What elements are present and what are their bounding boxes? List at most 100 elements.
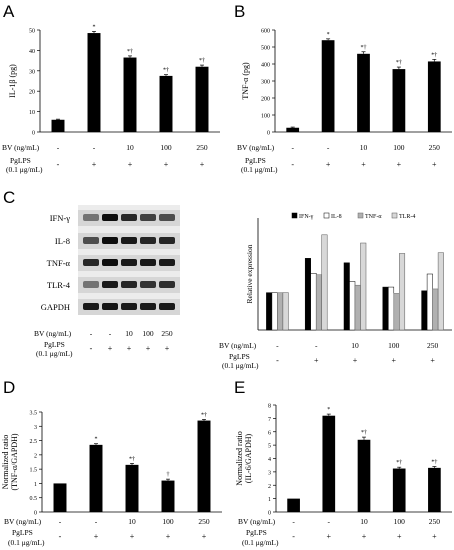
chart-E-ytick-label: 0 — [268, 511, 271, 517]
chart-E-ytick-label: 4 — [268, 457, 271, 463]
chart-E-bar — [392, 468, 406, 512]
chart-A-lps-value: + — [200, 160, 205, 169]
chart-C-lps-value: + — [314, 356, 319, 365]
blot-bv-value: - — [109, 329, 112, 338]
blot-bv-value: 100 — [142, 329, 154, 338]
blot-band — [102, 281, 118, 288]
chart-A-bv-value: 100 — [160, 143, 172, 152]
chart-C-row-pglps-conc: (0.1 μg/mL) — [222, 361, 259, 370]
blot-row-pglps-conc: (0.1 μg/mL) — [36, 349, 73, 358]
chart-E-bv-value: 100 — [394, 517, 406, 526]
chart-D-bar — [53, 483, 67, 512]
chart-E-ylabel: Normalized ratio — [235, 431, 244, 485]
chart-E-bv-value: 250 — [429, 517, 441, 526]
chart-D-bv-value: 100 — [162, 517, 174, 526]
chart-B-bv-value: - — [327, 143, 330, 152]
chart-C-bar-0 — [343, 262, 350, 331]
chart-C-lps-value: + — [392, 356, 397, 365]
chart-E-ytick-label: 7 — [268, 417, 271, 423]
blot-bv-value: - — [90, 329, 93, 338]
chart-C-bv-value: 100 — [388, 341, 400, 350]
blot-band — [140, 259, 156, 266]
blot-label-tnf: TNF-α — [46, 258, 70, 268]
chart-E-ytick-label: 2 — [268, 484, 271, 490]
chart-C-legend-label: TNF-α — [365, 214, 382, 220]
chart-B-bv-value: 10 — [360, 143, 368, 152]
blot-band — [121, 281, 137, 288]
chart-B-ytick-label: 600 — [261, 29, 270, 35]
blot-band — [83, 281, 99, 288]
chart-C-bar-0 — [266, 292, 273, 331]
blot-band — [121, 303, 137, 310]
blot-band — [83, 303, 99, 310]
panel-letter-c: C — [3, 188, 16, 207]
chart-B-ylabel: TNF-α (pg) — [241, 62, 250, 100]
chart-C-bar-2 — [277, 292, 284, 331]
chart-E-sig-mark: *† — [361, 430, 367, 436]
chart-C-bv-value: - — [315, 341, 318, 350]
chart-B-lps-value: + — [432, 160, 437, 169]
chart-D-bar — [125, 464, 139, 512]
chart-B-lps-value: + — [397, 160, 402, 169]
chart-D-ylabel-2: (TNF-α/GAPDH) — [10, 433, 19, 490]
chart-A-bar — [51, 119, 65, 132]
blot-bv-value: 250 — [161, 329, 173, 338]
blot-band — [121, 214, 137, 221]
chart-C-legend-label: IFN-γ — [299, 214, 314, 220]
chart-B-ytick-label: 500 — [261, 46, 270, 52]
blot-lps-value: + — [127, 344, 132, 353]
blot-lps-value: + — [108, 344, 113, 353]
chart-D-lps-value: + — [166, 532, 171, 541]
chart-A-row-bv: BV (ng/mL) — [2, 143, 40, 152]
chart-C-row-bv: BV (ng/mL) — [219, 341, 257, 350]
chart-E-bv-value: 10 — [360, 517, 368, 526]
blot-bv-value: 10 — [125, 329, 133, 338]
chart-D-ytick-label: 0.5 — [30, 496, 38, 502]
chart-C-bar-2 — [354, 284, 361, 331]
blot-band — [83, 259, 99, 266]
chart-D-bv-value: - — [95, 517, 98, 526]
chart-B-bv-value: - — [291, 143, 294, 152]
chart-A-row-pglps-conc: (0.1 μg/mL) — [6, 165, 43, 174]
chart-D-row-pglps: PgLPS — [12, 528, 33, 537]
blot-band — [140, 214, 156, 221]
chart-C-bar-1 — [349, 281, 356, 331]
panel-letter-a: A — [3, 2, 15, 21]
chart-A-ytick-label: 50 — [29, 29, 35, 35]
chart-D-bv-value: 250 — [198, 517, 210, 526]
chart-D-ytick-label: 3 — [34, 425, 37, 431]
blot-lps-value: - — [90, 344, 93, 353]
chart-E-bv-value: - — [292, 517, 295, 526]
blot-band — [83, 214, 99, 221]
chart-E-lps-value: + — [362, 532, 367, 541]
chart-B-bar — [392, 69, 406, 132]
chart-D-lps-value: + — [94, 532, 99, 541]
chart-D-bv-value: - — [59, 517, 62, 526]
blot-label-il8: IL-8 — [54, 236, 70, 246]
panel-letter-d: D — [3, 378, 16, 397]
chart-E-sig-mark: *† — [431, 460, 437, 466]
chart-C-bar-2 — [315, 274, 322, 331]
chart-A-sig-mark: *† — [127, 49, 133, 55]
chart-C-legend-swatch — [323, 212, 330, 219]
chart-E-lps-value: + — [432, 532, 437, 541]
chart-E-sig-mark: *† — [396, 460, 402, 466]
chart-B-ytick-label: 100 — [261, 114, 270, 120]
chart-C-bar-3 — [360, 242, 367, 331]
chart-A-bv-value: 250 — [196, 143, 208, 152]
chart-B-sig-mark: *† — [431, 52, 437, 58]
chart-D-lps-value: + — [202, 532, 207, 541]
chart-A-ytick-label: 30 — [29, 69, 35, 75]
chart-C-bar-3 — [437, 252, 444, 331]
chart-E-bar — [428, 467, 441, 512]
chart-B-sig-mark: *† — [361, 45, 367, 51]
blot-row-bv: BV (ng/mL) — [34, 329, 72, 338]
blot-band — [140, 281, 156, 288]
chart-D-bar — [161, 480, 175, 512]
chart-C-legend-swatch — [291, 212, 298, 219]
chart-D-ytick-label: 0 — [34, 511, 37, 517]
blot-lps-value: + — [146, 344, 151, 353]
blot-band — [140, 237, 156, 244]
chart-A-sig-mark: * — [93, 24, 96, 30]
chart-A-sig-mark: *† — [163, 68, 169, 74]
